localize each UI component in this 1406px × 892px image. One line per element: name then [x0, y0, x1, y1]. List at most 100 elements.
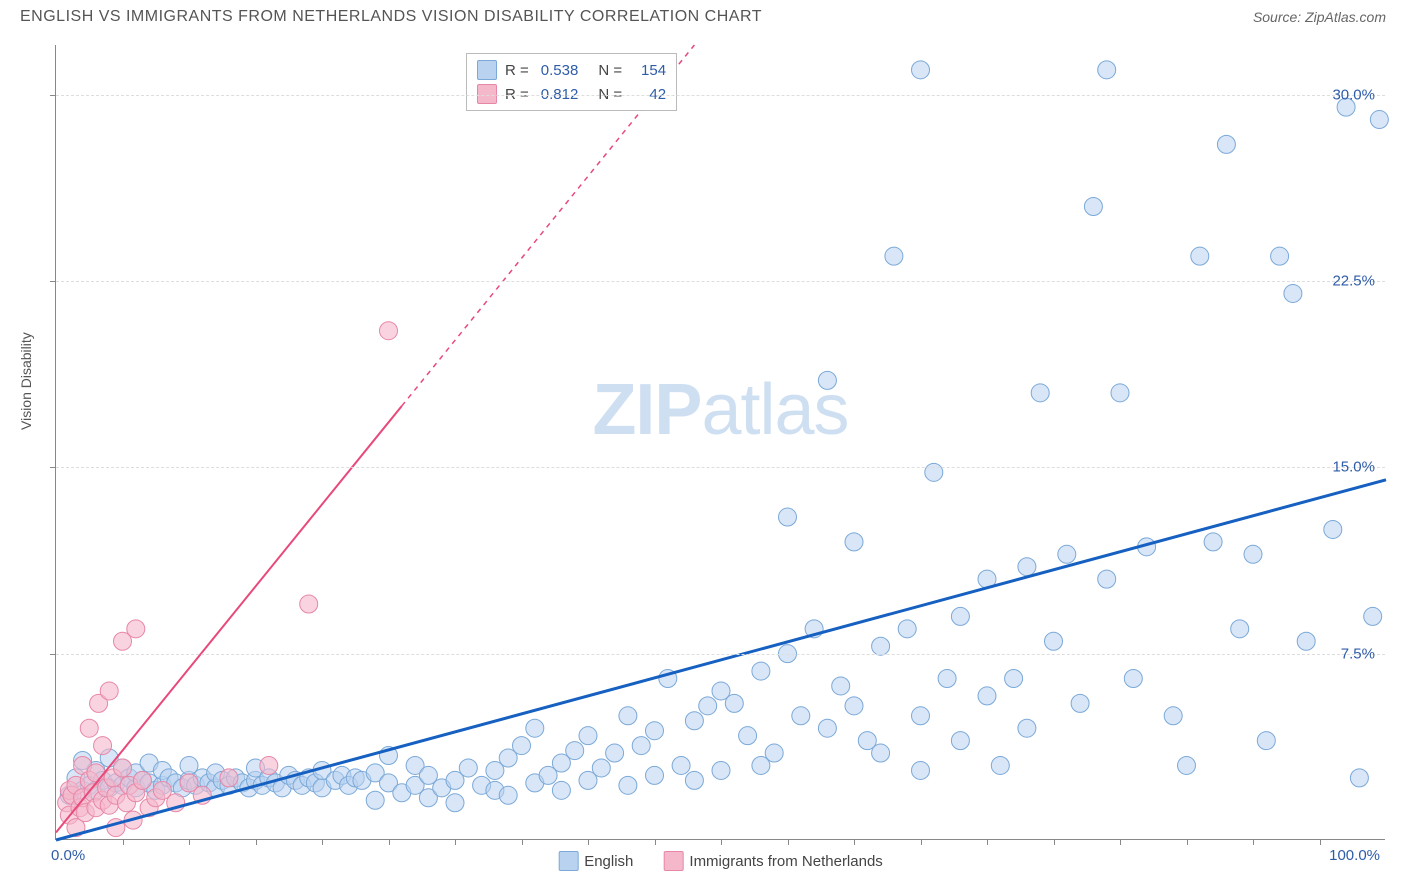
data-point — [114, 759, 132, 777]
data-point — [133, 771, 151, 789]
x-tick — [1320, 839, 1321, 845]
legend-label: English — [584, 853, 633, 870]
y-tick — [50, 95, 56, 96]
legend-swatch — [558, 851, 578, 871]
legend-row: R = 0.538 N = 154 — [477, 58, 666, 82]
trend-line — [56, 480, 1386, 840]
x-tick — [1187, 839, 1188, 845]
data-point — [818, 719, 836, 737]
data-point — [80, 719, 98, 737]
data-point — [1284, 284, 1302, 302]
source-attribution: Source: ZipAtlas.com — [1253, 9, 1386, 25]
data-point — [752, 662, 770, 680]
data-point — [925, 463, 943, 481]
chart-title: ENGLISH VS IMMIGRANTS FROM NETHERLANDS V… — [20, 8, 762, 26]
x-tick — [788, 839, 789, 845]
data-point — [499, 786, 517, 804]
data-point — [1071, 694, 1089, 712]
x-tick — [123, 839, 124, 845]
data-point — [699, 697, 717, 715]
data-point — [1045, 632, 1063, 650]
x-tick — [854, 839, 855, 845]
data-point — [459, 759, 477, 777]
x-tick — [322, 839, 323, 845]
legend-swatch — [663, 851, 683, 871]
data-point — [552, 781, 570, 799]
data-point — [579, 727, 597, 745]
data-point — [1111, 384, 1129, 402]
data-point — [632, 737, 650, 755]
data-point — [592, 759, 610, 777]
data-point — [619, 776, 637, 794]
data-point — [1058, 545, 1076, 563]
chart-container: ZIPatlas R =0.538N =154R =0.812N =42 Eng… — [55, 45, 1385, 840]
data-point — [94, 737, 112, 755]
data-point — [845, 697, 863, 715]
y-tick — [50, 281, 56, 282]
data-point — [951, 732, 969, 750]
data-point — [1191, 247, 1209, 265]
data-point — [1084, 197, 1102, 215]
data-point — [1350, 769, 1368, 787]
data-point — [872, 637, 890, 655]
gridline — [56, 95, 1385, 96]
data-point — [951, 607, 969, 625]
data-point — [380, 322, 398, 340]
data-point — [672, 756, 690, 774]
legend-n-label: N = — [598, 62, 622, 79]
data-point — [898, 620, 916, 638]
x-tick — [522, 839, 523, 845]
data-point — [87, 764, 105, 782]
data-point — [1324, 520, 1342, 538]
y-tick — [50, 467, 56, 468]
data-point — [446, 794, 464, 812]
data-point — [1005, 670, 1023, 688]
gridline — [56, 281, 1385, 282]
data-point — [619, 707, 637, 725]
data-point — [526, 719, 544, 737]
x-tick — [921, 839, 922, 845]
data-point — [100, 682, 118, 700]
x-tick-label: 0.0% — [51, 847, 85, 864]
data-point — [912, 761, 930, 779]
y-tick-label: 22.5% — [1332, 273, 1375, 290]
legend-item: English — [558, 851, 633, 871]
data-point — [685, 771, 703, 789]
data-point — [127, 620, 145, 638]
legend-item: Immigrants from Netherlands — [663, 851, 882, 871]
x-tick — [1120, 839, 1121, 845]
data-point — [1204, 533, 1222, 551]
x-tick — [588, 839, 589, 845]
x-tick — [987, 839, 988, 845]
data-point — [1297, 632, 1315, 650]
data-point — [792, 707, 810, 725]
data-point — [685, 712, 703, 730]
data-point — [991, 756, 1009, 774]
data-point — [818, 371, 836, 389]
series-legend: English Immigrants from Netherlands — [558, 851, 883, 871]
data-point — [938, 670, 956, 688]
legend-r-value: 0.538 — [541, 62, 579, 79]
legend-r-label: R = — [505, 62, 529, 79]
y-axis-label: Vision Disability — [18, 332, 34, 430]
data-point — [779, 508, 797, 526]
data-point — [739, 727, 757, 745]
legend-n-value: 154 — [634, 62, 666, 79]
x-tick — [189, 839, 190, 845]
x-tick — [655, 839, 656, 845]
data-point — [220, 769, 238, 787]
data-point — [260, 756, 278, 774]
data-point — [1231, 620, 1249, 638]
legend-swatch — [477, 60, 497, 80]
gridline — [56, 467, 1385, 468]
data-point — [1164, 707, 1182, 725]
x-tick — [1253, 839, 1254, 845]
x-tick — [389, 839, 390, 845]
x-tick — [721, 839, 722, 845]
gridline — [56, 654, 1385, 655]
data-point — [513, 737, 531, 755]
y-tick-label: 30.0% — [1332, 86, 1375, 103]
data-point — [1370, 111, 1388, 129]
data-point — [1098, 570, 1116, 588]
data-point — [845, 533, 863, 551]
